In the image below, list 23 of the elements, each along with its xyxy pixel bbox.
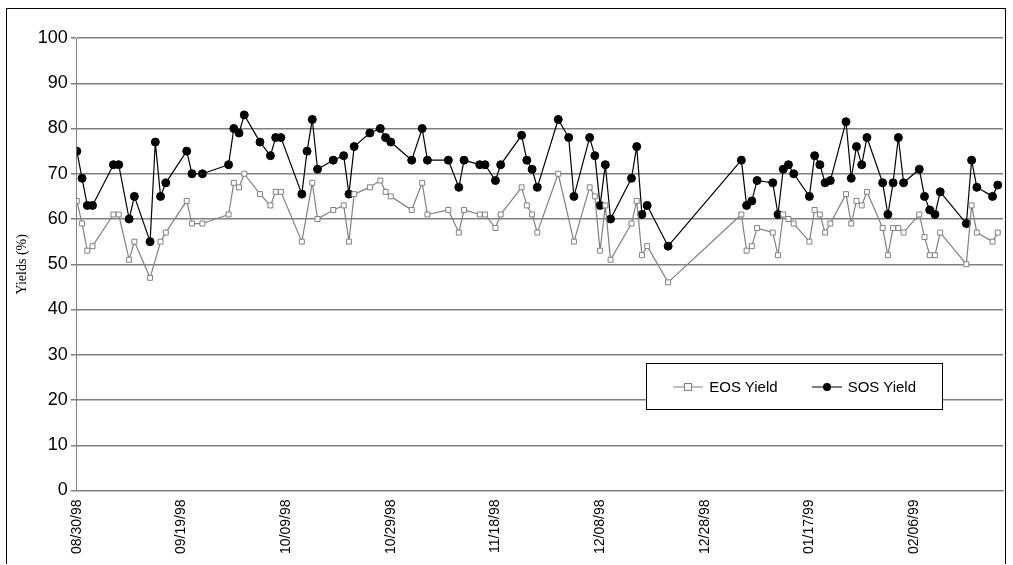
y-tick-label: 90 [47, 72, 68, 93]
x-tick-label: 11/18/98 [486, 499, 503, 553]
y-tick-label: 60 [47, 207, 68, 228]
x-tick-label: 02/06/99 [904, 499, 921, 554]
y-tick-label: 70 [47, 162, 68, 183]
legend-label: SOS Yield [847, 378, 916, 395]
x-tick-label: 09/19/98 [172, 499, 189, 554]
y-tick-label: 100 [37, 26, 68, 47]
y-tick-label: 10 [47, 434, 68, 455]
y-tick-label: 30 [47, 343, 68, 364]
y-axis-title: Yields (%) [14, 233, 31, 295]
y-tick-label: 0 [57, 479, 68, 500]
y-tick-label: 20 [47, 388, 68, 409]
y-tick-label: 80 [47, 117, 68, 138]
x-tick-label: 10/09/98 [277, 499, 293, 554]
x-tick-label: 01/17/99 [800, 499, 817, 554]
x-tick-label: 12/08/98 [590, 499, 607, 554]
y-tick-label: 40 [47, 298, 68, 319]
y-tick-label: 50 [47, 253, 68, 274]
x-tick-label: 12/28/98 [695, 499, 712, 554]
x-tick-label: 08/30/98 [67, 499, 84, 554]
x-tick-label: 10/29/98 [381, 499, 398, 554]
legend-label: EOS Yield [709, 378, 778, 395]
